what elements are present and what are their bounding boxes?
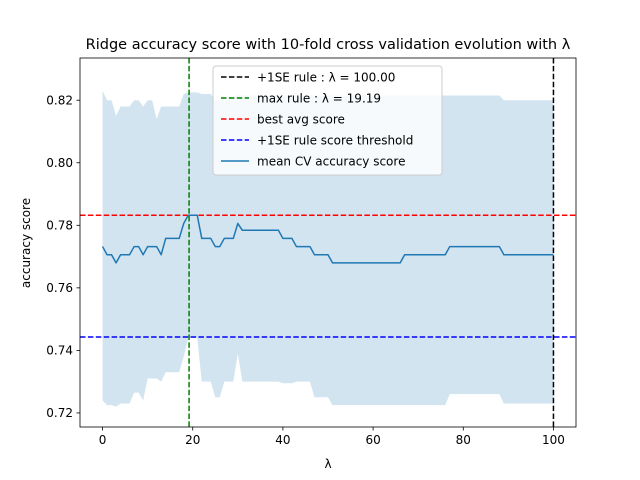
legend-label-best_avg: best avg score [257, 112, 345, 126]
x-tick-label: 40 [275, 433, 290, 447]
x-tick-label: 60 [365, 433, 380, 447]
legend-label-mean_cv: mean CV accuracy score [257, 154, 405, 168]
legend-label-one_se: +1SE rule : λ = 100.00 [257, 70, 395, 84]
chart-title: Ridge accuracy score with 10-fold cross … [86, 37, 571, 53]
legend-label-threshold: +1SE rule score threshold [257, 133, 413, 147]
y-tick-label: 0.76 [46, 281, 73, 295]
y-tick-label: 0.74 [46, 344, 73, 358]
axes-frame [79, 57, 577, 428]
legend-label-max_rule: max rule : λ = 19.19 [257, 91, 381, 105]
axes: 0 20 40 60 80 100 0.72 0.74 0.76 0.78 0.80 0.82 [46, 57, 577, 447]
x-axis-label: λ [324, 457, 331, 471]
x-tick-label: 0 [99, 433, 107, 447]
x-tick-label: 100 [542, 433, 565, 447]
legend-box [212, 65, 443, 176]
y-tick-label: 0.80 [46, 156, 73, 170]
x-tick-label: 80 [456, 433, 471, 447]
mean-cv-score-line [101, 214, 554, 264]
y-tick-label: 0.72 [46, 406, 73, 420]
y-tick-label: 0.78 [46, 219, 73, 233]
y-tick-label: 0.82 [46, 94, 73, 108]
x-tick-label: 20 [185, 433, 200, 447]
legend: +1SE rule : λ = 100.00 max rule : λ = 19.… [212, 65, 443, 176]
y-axis-label: accuracy score [19, 198, 33, 288]
